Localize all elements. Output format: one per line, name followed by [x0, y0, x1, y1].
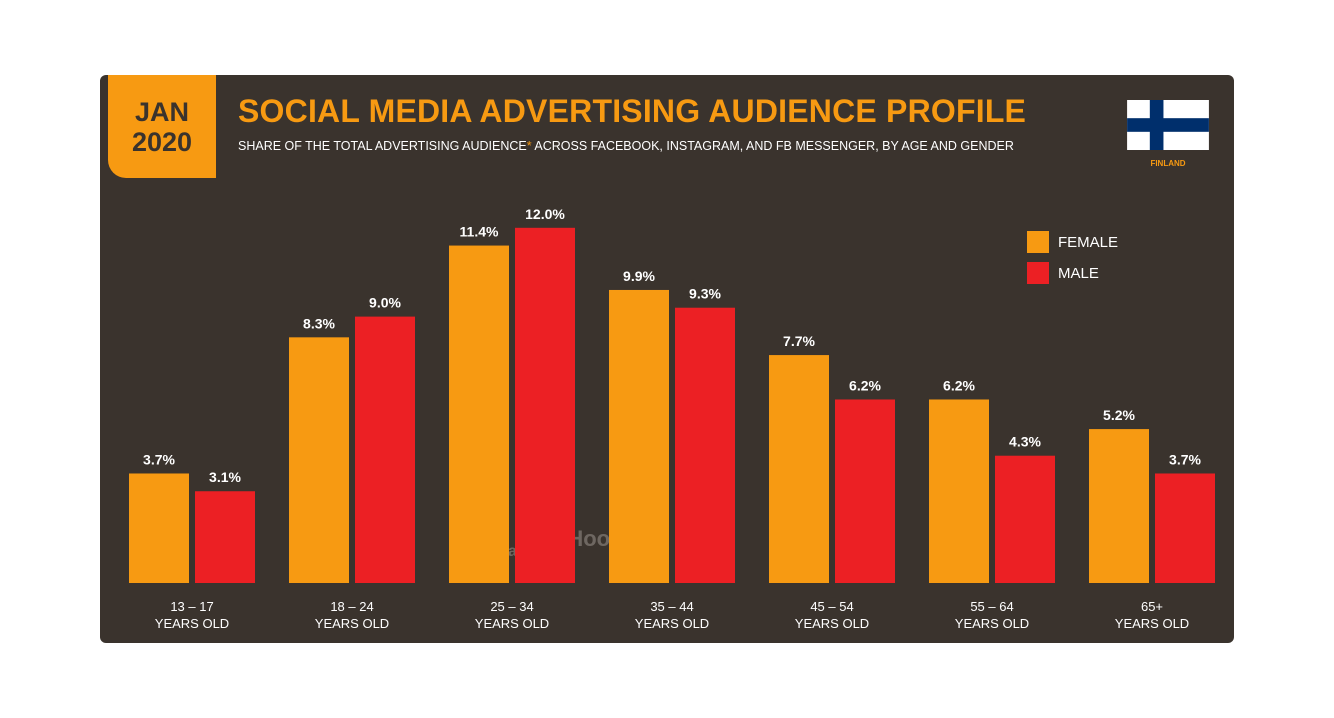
subtitle-text-end: ACROSS FACEBOOK, INSTAGRAM, AND FB MESSE… [531, 139, 1014, 153]
data-label-male-5: 4.3% [1009, 434, 1041, 450]
bar-male-3 [675, 307, 735, 583]
x-tick-label-4-line-1: YEARS OLD [795, 616, 869, 631]
legend-item-female: FEMALE [1027, 231, 1118, 253]
date-badge: JAN 2020 [108, 75, 216, 178]
bar-female-4 [769, 355, 829, 583]
legend-swatch-male [1027, 262, 1049, 284]
x-tick-label-1-line-1: YEARS OLD [315, 616, 389, 631]
x-tick-label-3-line-0: 35 – 44 [650, 599, 693, 614]
bar-male-5 [995, 455, 1055, 583]
bar-male-1 [355, 316, 415, 583]
x-tick-label-5-line-0: 55 – 64 [970, 599, 1013, 614]
x-tick-label-3-line-1: YEARS OLD [635, 616, 709, 631]
data-label-female-6: 5.2% [1103, 407, 1135, 423]
subtitle-asterisk: * [526, 139, 532, 153]
legend-label-female: FEMALE [1058, 233, 1119, 251]
data-label-male-2: 12.0% [525, 206, 565, 222]
bar-female-3 [609, 289, 669, 583]
x-tick-label-6-line-0: 65+ [1141, 599, 1163, 614]
chart-subtitle: SHARE OF THE TOTAL ADVERTISING AUDIENCE*… [238, 139, 1014, 153]
legend-label-male: MALE [1058, 264, 1099, 282]
bar-female-6 [1089, 429, 1149, 583]
infographic-card: JAN 2020 SOCIAL MEDIA ADVERTISING AUDIEN… [100, 75, 1234, 643]
x-tick-label-0-line-1: YEARS OLD [155, 616, 229, 631]
bar-chart: 3.7% 3.1% 13 – 17 YEARS OLD 8.3% 9.0% 18 – 24 Y… [129, 206, 1215, 631]
date-year: 2020 [131, 126, 193, 157]
x-tick-label-2-line-1: YEARS OLD [475, 616, 549, 631]
chart-title: SOCIAL MEDIA ADVERTISING AUDIENCE PROFIL… [238, 93, 1027, 129]
legend-swatch-female [1027, 231, 1049, 253]
x-tick-label-0-line-0: 13 – 17 [170, 599, 213, 614]
bar-female-2 [449, 245, 509, 583]
x-tick-label-6-line-1: YEARS OLD [1115, 616, 1189, 631]
x-tick-label-4-line-0: 45 – 54 [810, 599, 853, 614]
bar-male-6 [1155, 473, 1215, 583]
bar-male-0 [195, 491, 255, 583]
data-label-male-3: 9.3% [689, 286, 721, 302]
x-tick-label-1-line-0: 18 – 24 [330, 599, 373, 614]
chart-legend: FEMALE MALE [1027, 231, 1118, 293]
data-label-female-3: 9.9% [623, 268, 655, 284]
bar-female-0 [129, 473, 189, 583]
bar-male-4 [835, 399, 895, 583]
bar-male-2 [515, 227, 575, 584]
legend-item-male: MALE [1027, 262, 1118, 284]
data-label-female-2: 11.4% [460, 224, 499, 240]
data-label-male-4: 6.2% [849, 377, 881, 393]
x-tick-label-5-line-1: YEARS OLD [955, 616, 1029, 631]
data-label-female-0: 3.7% [143, 451, 175, 467]
data-label-female-5: 6.2% [943, 377, 975, 393]
data-label-male-6: 3.7% [1169, 451, 1201, 467]
data-label-male-1: 9.0% [369, 295, 401, 311]
data-label-female-1: 8.3% [303, 315, 335, 331]
bar-female-1 [289, 337, 349, 583]
bar-female-5 [929, 399, 989, 583]
data-label-male-0: 3.1% [209, 469, 241, 485]
subtitle-text-start: SHARE OF THE TOTAL ADVERTISING AUDIENCE [238, 139, 527, 153]
date-month: JAN [134, 96, 189, 127]
x-tick-label-2-line-0: 25 – 34 [490, 599, 533, 614]
country-label: FINLAND [1150, 159, 1186, 168]
data-label-female-4: 7.7% [783, 333, 815, 349]
finland-flag-icon [1127, 100, 1209, 150]
